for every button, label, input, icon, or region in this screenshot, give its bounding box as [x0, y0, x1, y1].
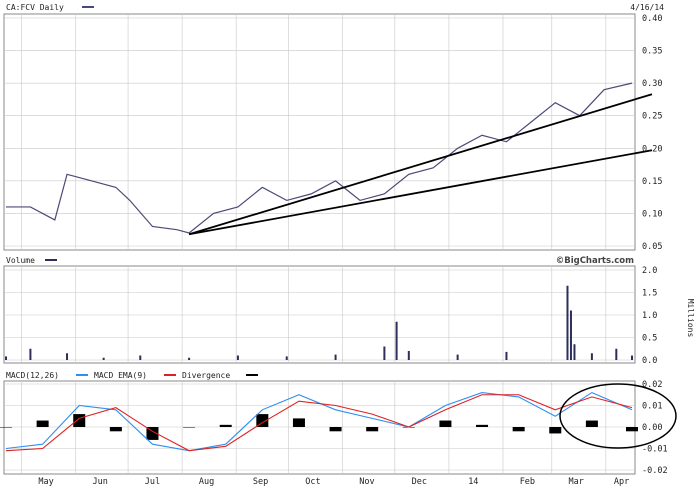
chart-date: 4/16/14: [630, 3, 664, 12]
volume-bar: [29, 348, 32, 360]
y-tick-label: 0.0: [642, 356, 657, 366]
volume-bar: [569, 310, 572, 360]
y-tick-label: 0.40: [642, 14, 662, 24]
macd-highlight-circle: [559, 383, 677, 449]
y-tick-label: 0.15: [642, 177, 662, 187]
y-tick-label: 1.0: [642, 311, 657, 321]
volume-bar: [615, 348, 618, 360]
volume-bar: [573, 344, 576, 360]
trendline-1: [188, 93, 653, 236]
volume-bar: [395, 321, 398, 360]
x-tick-label: Aug: [199, 477, 214, 487]
trendline-2: [188, 149, 653, 236]
volume-bar: [188, 357, 191, 360]
divergence-bar: [329, 427, 342, 432]
x-tick-label: May: [38, 477, 53, 487]
price-line: [6, 82, 633, 234]
x-tick-label: Feb: [520, 477, 535, 487]
volume-bar: [566, 285, 569, 360]
divergence-bar: [219, 424, 232, 427]
divergence-bar: [256, 414, 269, 427]
x-tick-label: Dec: [412, 477, 427, 487]
y-tick-label: 0.5: [642, 334, 657, 344]
volume-bar: [456, 354, 459, 360]
divergence-bar: [549, 427, 562, 434]
price-panel: [3, 13, 636, 251]
x-tick-label: Jun: [92, 477, 107, 487]
volume-unit-label: Millions: [686, 299, 694, 338]
volume-bar: [285, 356, 288, 360]
x-tick-label: 14: [468, 477, 478, 487]
y-tick-label: 0.01: [642, 402, 662, 412]
y-tick-label: 0.05: [642, 242, 662, 252]
bigcharts-brand: ©BigCharts.com: [556, 256, 634, 266]
x-tick-label: Apr: [614, 477, 629, 487]
macd-legend-macd: MACD(12,26): [6, 371, 59, 380]
divergence-bar: [292, 418, 305, 427]
divergence-bar: [73, 414, 86, 427]
macd-panel: [3, 380, 636, 475]
x-tick-label: Sep: [253, 477, 268, 487]
volume-panel: [3, 265, 636, 364]
volume-bar: [383, 346, 386, 360]
symbol-label: CA:FCV Daily: [6, 3, 64, 12]
volume-label: Volume: [6, 256, 35, 265]
y-tick-label: 2.0: [642, 266, 657, 276]
y-tick-label: 0.30: [642, 79, 662, 89]
x-tick-label: Jul: [145, 477, 160, 487]
y-tick-label: 0.25: [642, 112, 662, 122]
volume-bar: [102, 357, 105, 360]
macd-ema-line: [5, 394, 633, 452]
divergence-bar: [36, 420, 49, 427]
divergence-bar: [512, 427, 525, 432]
macd-legend-divergence: Divergence: [182, 371, 230, 380]
volume-bar: [505, 351, 508, 360]
divergence-bar: [146, 427, 159, 440]
macd-legend-ema: MACD EMA(9): [94, 371, 147, 380]
x-tick-label: Nov: [359, 477, 374, 487]
divergence-bar: [109, 427, 122, 432]
divergence-bar: [366, 427, 379, 432]
y-tick-label: -0.01: [642, 445, 668, 455]
volume-bar: [139, 355, 142, 360]
y-tick-label: 0.20: [642, 144, 662, 154]
y-tick-label: 0.10: [642, 209, 662, 219]
divergence-bar: [439, 420, 452, 427]
volume-bar: [5, 356, 7, 360]
volume-bar: [407, 351, 410, 360]
y-tick-label: 0.02: [642, 380, 662, 390]
volume-bar: [334, 354, 337, 360]
x-tick-label: Oct: [305, 477, 320, 487]
volume-bar: [631, 355, 633, 360]
volume-bar: [236, 355, 239, 360]
y-tick-label: 0.00: [642, 423, 662, 433]
divergence-bar: [183, 427, 196, 428]
divergence-bar: [585, 420, 598, 427]
divergence-bar: [626, 427, 638, 432]
divergence-bar: [0, 427, 12, 428]
divergence-bar: [476, 424, 489, 427]
x-tick-label: Mar: [569, 477, 584, 487]
y-tick-label: -0.02: [642, 466, 668, 476]
volume-bar: [590, 353, 593, 360]
y-tick-label: 0.35: [642, 47, 662, 57]
volume-bar: [66, 353, 69, 360]
y-tick-label: 1.5: [642, 289, 657, 299]
